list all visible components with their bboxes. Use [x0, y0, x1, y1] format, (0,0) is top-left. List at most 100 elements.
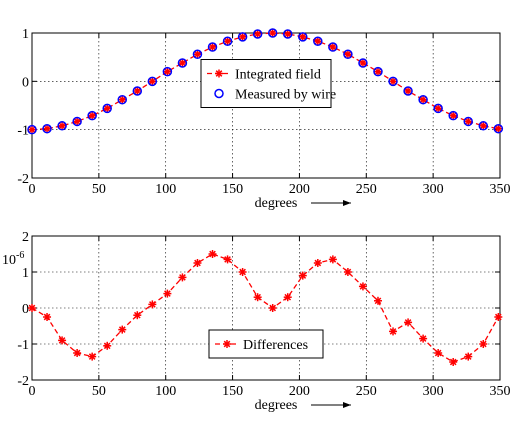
marker: [464, 352, 473, 361]
marker: [478, 121, 489, 131]
marker: [434, 349, 443, 357]
marker: [88, 352, 97, 361]
legend-box: [200, 59, 332, 108]
legend-label: Differences: [243, 338, 308, 353]
marker: [253, 293, 262, 302]
x-axis-label: degrees: [255, 196, 298, 211]
marker: [222, 36, 233, 46]
marker: [358, 282, 367, 291]
x-tick-label: 300: [423, 182, 444, 197]
star-stroke: [419, 96, 427, 104]
marker: [208, 250, 217, 258]
marker: [163, 289, 172, 298]
marker: [73, 117, 82, 126]
marker: [223, 37, 232, 46]
marker: [434, 104, 443, 113]
marker: [88, 111, 97, 120]
marker: [57, 121, 67, 131]
marker: [43, 124, 52, 133]
star-stroke: [164, 68, 171, 75]
marker: [328, 255, 337, 264]
marker: [463, 116, 473, 127]
star-stroke: [449, 112, 457, 119]
marker: [72, 116, 82, 127]
marker: [282, 29, 293, 39]
y-tick-label: 2: [22, 230, 29, 245]
star-stroke: [299, 272, 307, 279]
star-stroke: [118, 326, 126, 333]
marker: [298, 32, 308, 42]
marker: [298, 271, 307, 280]
marker: [223, 255, 232, 264]
star-stroke: [179, 59, 186, 67]
marker: [479, 121, 488, 130]
x-tick-label: 200: [289, 182, 310, 197]
x-tick-label: 100: [155, 182, 176, 197]
star-stroke: [359, 283, 367, 290]
x-tick-label: 50: [92, 182, 106, 197]
star-stroke: [58, 337, 66, 344]
y-tick-label: 0: [22, 75, 29, 90]
star-stroke: [133, 87, 141, 95]
star-stroke: [329, 43, 337, 51]
star-stroke: [223, 340, 231, 348]
marker: [87, 110, 97, 121]
marker: [268, 304, 277, 312]
marker: [193, 50, 202, 59]
star-stroke: [434, 105, 442, 112]
marker: [448, 110, 458, 121]
marker: [147, 76, 158, 87]
marker: [494, 124, 503, 133]
marker: [133, 87, 142, 95]
marker: [404, 87, 413, 95]
star-stroke: [419, 335, 427, 342]
marker: [283, 293, 292, 302]
x-tick-label: 50: [92, 384, 106, 399]
marker: [162, 66, 173, 77]
star-stroke: [254, 293, 261, 301]
star-stroke: [464, 118, 472, 125]
marker: [132, 86, 143, 96]
star-stroke: [88, 112, 96, 119]
marker: [389, 327, 398, 336]
marker: [373, 67, 382, 76]
marker: [449, 358, 458, 366]
y-tick-label: -1: [17, 124, 29, 139]
star-stroke: [464, 353, 472, 360]
y-tick-label: 1: [22, 27, 29, 42]
star-stroke: [269, 29, 277, 37]
marker: [419, 95, 428, 104]
star-stroke: [209, 43, 216, 51]
y-multiplier: 10-6: [2, 250, 24, 268]
star-stroke: [269, 304, 277, 312]
star-stroke: [194, 259, 201, 267]
star-stroke: [133, 311, 141, 319]
marker: [208, 43, 217, 52]
marker: [343, 49, 353, 60]
marker: [433, 103, 443, 114]
star-stroke: [239, 33, 246, 41]
star-stroke: [389, 328, 397, 335]
marker: [419, 334, 428, 343]
star-stroke: [149, 78, 156, 85]
star-stroke: [103, 105, 111, 112]
star-stroke: [88, 353, 96, 360]
marker: [102, 103, 112, 114]
marker: [193, 259, 202, 267]
marker: [58, 121, 67, 130]
star-stroke: [118, 96, 126, 104]
star-stroke: [43, 313, 51, 321]
marker: [403, 86, 413, 96]
marker: [163, 67, 172, 76]
x-tick-label: 200: [289, 384, 310, 399]
marker: [118, 325, 127, 334]
marker: [358, 58, 367, 67]
marker: [449, 111, 458, 120]
marker: [215, 69, 223, 78]
x-tick-label: 350: [490, 182, 511, 197]
star-stroke: [494, 313, 502, 321]
marker: [28, 304, 36, 312]
marker: [493, 123, 504, 134]
marker: [214, 88, 224, 99]
marker: [328, 43, 337, 52]
